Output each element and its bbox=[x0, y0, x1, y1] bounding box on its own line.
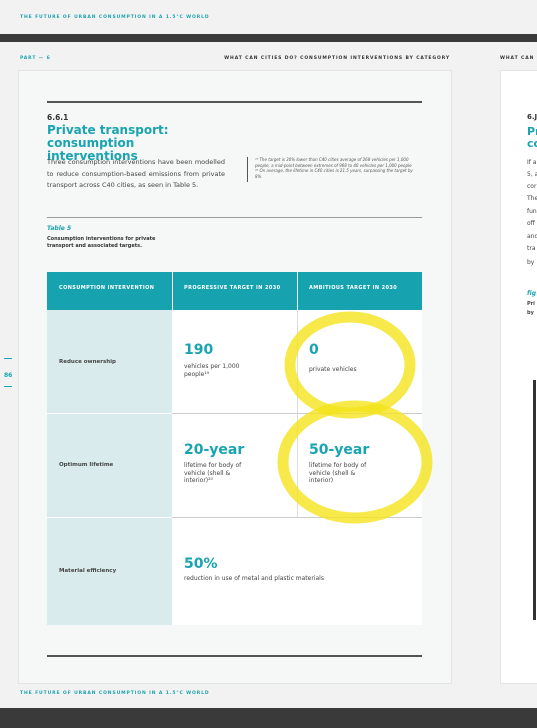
scribble bbox=[284, 311, 416, 419]
intervention: Optimum lifetime bbox=[59, 462, 114, 468]
target-text: lifetime for body of vehicle (shell & in… bbox=[184, 462, 242, 484]
text-fragment: tra bbox=[527, 245, 536, 252]
intervention: Material efficiency bbox=[59, 568, 117, 574]
rule bbox=[47, 217, 422, 218]
target-value: 50-year bbox=[309, 442, 370, 458]
text-fragment: off bbox=[527, 220, 535, 227]
table-label: Table 5 bbox=[47, 225, 72, 232]
text-fragment: fun bbox=[527, 208, 537, 215]
text-fragment: by bbox=[527, 259, 535, 266]
next-page-figure bbox=[533, 380, 536, 620]
text-fragment: Pr bbox=[527, 125, 537, 138]
table-caption: Consumption interventions for private tr… bbox=[47, 236, 156, 249]
text-fragment: 5, a bbox=[527, 171, 537, 178]
rule bbox=[47, 655, 422, 657]
target-value: 0 bbox=[309, 342, 319, 358]
text-fragment: cor bbox=[527, 183, 537, 190]
divider bbox=[297, 272, 298, 310]
column-header: CONSUMPTION INTERVENTION bbox=[59, 285, 155, 291]
next-page-header: WHAT CAN bbox=[500, 56, 535, 61]
intervention: Reduce ownership bbox=[59, 359, 116, 365]
footnote: ¹⁹ The target is 30% lower than C40 citi… bbox=[255, 157, 412, 168]
text-fragment: If a bbox=[527, 159, 537, 166]
target-text: lifetime for body of vehicle (shell & in… bbox=[309, 462, 367, 484]
intervention-column bbox=[47, 310, 172, 625]
top-bar bbox=[0, 0, 537, 34]
section-number: 6.6.1 bbox=[47, 113, 69, 122]
divider bbox=[172, 272, 173, 310]
column-header: AMBITIOUS TARGET IN 2030 bbox=[309, 285, 398, 291]
target-text: reduction in use of metal and plastic ma… bbox=[184, 575, 324, 582]
rule bbox=[47, 101, 422, 103]
section-header: WHAT CAN CITIES DO? CONSUMPTION INTERVEN… bbox=[224, 56, 450, 61]
text-fragment: and bbox=[527, 233, 537, 240]
scribble bbox=[277, 400, 433, 524]
text-fragment: The bbox=[527, 195, 537, 202]
footnote: ²⁰ On average, the lifetime in C40 citie… bbox=[255, 168, 413, 179]
section-title: Private transport: consumption intervent… bbox=[47, 123, 169, 163]
target-value: 50% bbox=[184, 556, 218, 572]
text-fragment: fig bbox=[527, 290, 537, 297]
divider bbox=[297, 310, 298, 517]
text-fragment: Pri bbox=[527, 301, 535, 307]
divider bbox=[172, 517, 422, 518]
next-page bbox=[500, 70, 537, 684]
footnotes: ¹⁹ The target is 30% lower than C40 citi… bbox=[255, 157, 420, 179]
footer: THE FUTURE OF URBAN CONSUMPTION IN A 1.5… bbox=[20, 691, 210, 696]
table-header bbox=[47, 272, 422, 310]
target-value: 20-year bbox=[184, 442, 245, 458]
running-title: THE FUTURE OF URBAN CONSUMPTION IN A 1.5… bbox=[20, 15, 210, 20]
part-label: PART — 6 bbox=[20, 56, 51, 61]
footnote-rule bbox=[247, 157, 248, 182]
page-number: 86 bbox=[4, 372, 13, 379]
dash bbox=[4, 358, 12, 359]
target-text: vehicles per 1,000 people¹⁹ bbox=[184, 363, 240, 378]
target-value: 190 bbox=[184, 342, 214, 358]
column-header: PROGRESSIVE TARGET IN 2030 bbox=[184, 285, 281, 291]
target-text: private vehicles bbox=[309, 366, 357, 373]
dash bbox=[4, 386, 12, 387]
text-fragment: co bbox=[527, 137, 537, 150]
bottom-bar bbox=[0, 708, 537, 728]
text-fragment: 6.J bbox=[527, 113, 537, 121]
page-gap bbox=[0, 34, 537, 42]
body-text: Three consumption interventions have bee… bbox=[47, 158, 225, 189]
text-fragment: by bbox=[527, 310, 534, 316]
